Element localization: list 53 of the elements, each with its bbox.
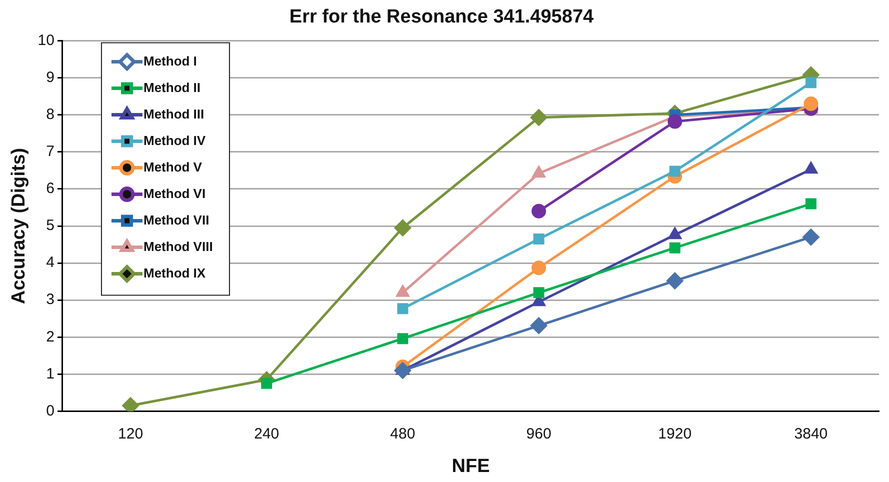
point <box>532 260 546 276</box>
y-tick-label: 8 <box>46 106 54 124</box>
point <box>668 114 682 129</box>
y-tick-label: 10 <box>38 32 54 49</box>
point <box>804 162 818 174</box>
y-tick-label: 3 <box>46 291 54 308</box>
point <box>530 109 548 126</box>
point <box>530 317 548 334</box>
y-tick-label: 6 <box>46 180 54 198</box>
x-tick-label: 3840 <box>794 425 828 442</box>
x-tick-label: 480 <box>390 425 416 442</box>
point <box>397 333 408 344</box>
point <box>122 397 139 412</box>
point <box>805 77 816 88</box>
y-tick-label: 7 <box>46 143 54 160</box>
point <box>396 285 410 297</box>
y-tick-label: 5 <box>46 217 54 234</box>
legend-label: Method VII <box>143 212 210 228</box>
legend-label: Method VIII <box>143 238 213 254</box>
y-tick-label: 9 <box>46 68 54 86</box>
point <box>668 228 682 240</box>
point <box>533 233 544 244</box>
point <box>804 96 818 112</box>
point <box>397 303 408 314</box>
point <box>533 287 544 298</box>
y-tick-label: 4 <box>46 254 54 272</box>
x-axis-title: NFE <box>452 456 490 477</box>
point <box>669 242 680 254</box>
y-tick-label: 0 <box>46 402 54 420</box>
point <box>802 228 820 246</box>
chart-title: Err for the Resonance 341.495874 <box>289 6 594 28</box>
legend-label: Method I <box>143 53 197 68</box>
y-axis-title: Accuracy (Digits) <box>8 148 30 304</box>
legend-label: Method IV <box>143 132 206 148</box>
legend-label: Method V <box>143 159 202 174</box>
point <box>394 362 411 379</box>
y-tick-label: 1 <box>46 365 54 382</box>
legend-label: Method III <box>143 106 204 122</box>
point <box>261 378 272 389</box>
point <box>669 166 680 177</box>
point <box>532 166 546 178</box>
point <box>532 204 546 218</box>
x-tick-label: 240 <box>254 425 280 442</box>
legend-label: Method II <box>143 80 201 95</box>
x-tick-label: 1920 <box>658 425 692 442</box>
y-tick-label: 2 <box>46 328 54 346</box>
point <box>394 220 411 236</box>
legend-label: Method VI <box>143 186 206 201</box>
x-tick-label: 960 <box>526 425 552 442</box>
legend-label: Method IX <box>143 265 206 280</box>
x-tick-label: 120 <box>118 425 144 442</box>
point <box>805 198 816 210</box>
point <box>666 272 684 290</box>
